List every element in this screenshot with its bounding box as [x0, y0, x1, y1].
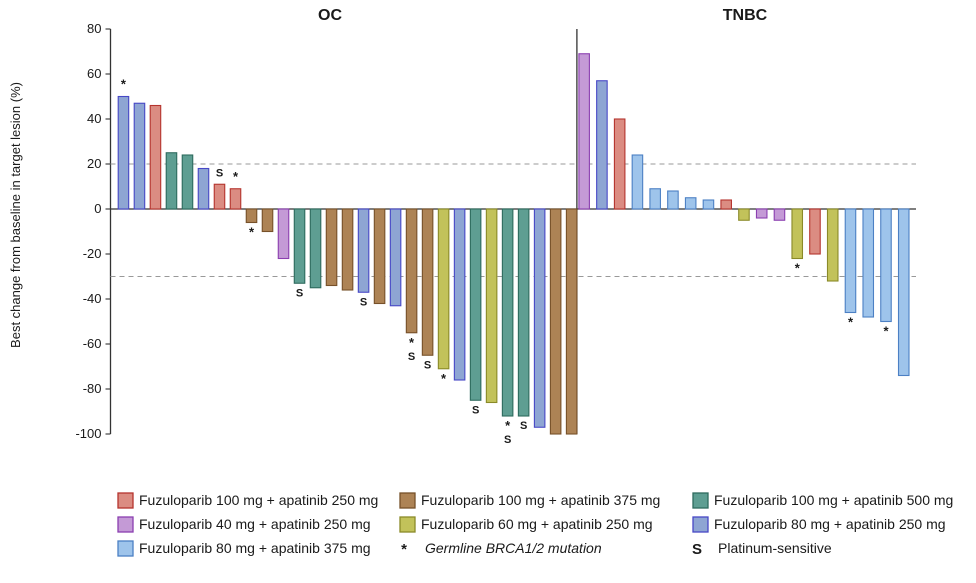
svg-text:40: 40: [87, 111, 101, 126]
svg-text:20: 20: [87, 156, 101, 171]
svg-text:*: *: [441, 371, 447, 386]
svg-text:80: 80: [87, 21, 101, 36]
svg-text:TNBC: TNBC: [723, 7, 768, 24]
svg-text:*: *: [795, 261, 801, 276]
svg-text:Fuzuloparib 80 mg + apatinib 2: Fuzuloparib 80 mg + apatinib 250 mg: [714, 516, 946, 532]
svg-text:-100: -100: [75, 426, 101, 441]
svg-text:S: S: [360, 296, 367, 308]
svg-text:Fuzuloparib 100 mg + apatinib: Fuzuloparib 100 mg + apatinib 375 mg: [421, 492, 660, 508]
svg-text:Germline BRCA1/2 mutation: Germline BRCA1/2 mutation: [425, 540, 602, 556]
svg-text:Fuzuloparib 60 mg + apatinib 2: Fuzuloparib 60 mg + apatinib 250 mg: [421, 516, 653, 532]
svg-text:Platinum-sensitive: Platinum-sensitive: [718, 540, 832, 556]
svg-text:Fuzuloparib 100 mg + apatinib: Fuzuloparib 100 mg + apatinib 250 mg: [139, 492, 378, 508]
svg-text:S: S: [472, 404, 479, 416]
svg-text:-20: -20: [83, 246, 102, 261]
svg-text:S: S: [520, 420, 527, 432]
svg-text:Fuzuloparib 80 mg + apatinib 3: Fuzuloparib 80 mg + apatinib 375 mg: [139, 540, 371, 556]
svg-text:Best change from baseline in t: Best change from baseline in target lesi…: [8, 82, 23, 348]
svg-text:S: S: [504, 434, 511, 446]
svg-text:Fuzuloparib 40 mg + apatinib 2: Fuzuloparib 40 mg + apatinib 250 mg: [139, 516, 371, 532]
svg-text:*: *: [401, 541, 407, 558]
svg-text:S: S: [216, 167, 223, 179]
svg-text:OC: OC: [318, 7, 342, 24]
svg-text:*: *: [883, 324, 889, 339]
svg-text:*: *: [409, 335, 415, 350]
svg-text:-40: -40: [83, 291, 102, 306]
svg-text:-60: -60: [83, 336, 102, 351]
svg-text:S: S: [408, 351, 415, 363]
svg-text:-80: -80: [83, 381, 102, 396]
svg-text:S: S: [424, 359, 431, 371]
svg-text:*: *: [505, 418, 511, 433]
svg-text:60: 60: [87, 66, 101, 81]
svg-text:*: *: [233, 169, 239, 184]
svg-text:S: S: [692, 541, 702, 558]
svg-text:*: *: [121, 77, 127, 92]
svg-text:*: *: [848, 315, 854, 330]
svg-text:Fuzuloparib 100 mg + apatinib: Fuzuloparib 100 mg + apatinib 500 mg: [714, 492, 953, 508]
svg-text:0: 0: [94, 201, 101, 216]
svg-text:S: S: [296, 287, 303, 299]
svg-text:*: *: [249, 225, 255, 240]
